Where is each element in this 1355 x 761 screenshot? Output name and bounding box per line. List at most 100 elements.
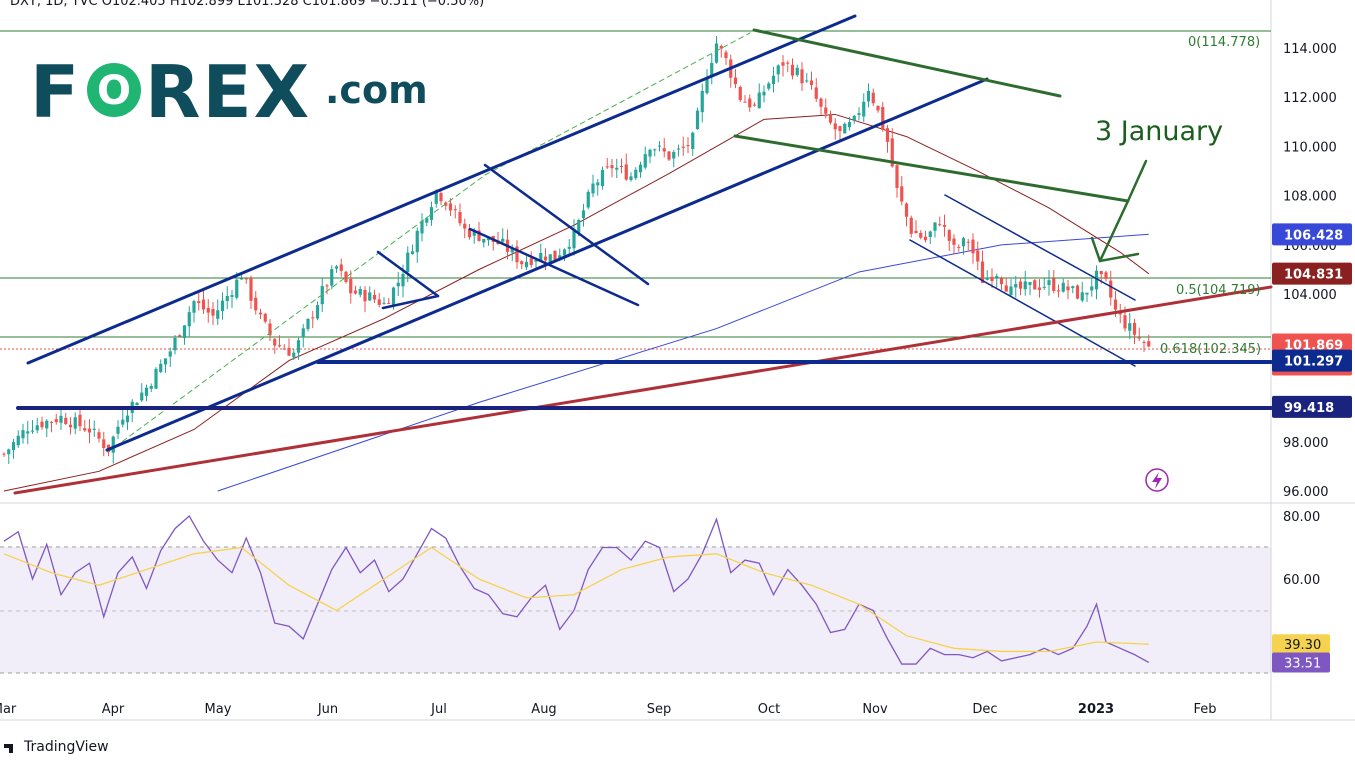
time-tick-label: Jun: [317, 702, 338, 717]
candle: [40, 416, 44, 430]
candle: [738, 85, 742, 102]
candle: [467, 223, 472, 240]
candle: [985, 270, 989, 281]
candle: [135, 401, 139, 406]
candle: [7, 448, 11, 464]
candle: [900, 176, 904, 206]
candle: [1118, 303, 1122, 324]
candle: [263, 312, 267, 324]
candle: [762, 85, 766, 103]
candle: [273, 338, 277, 354]
candle: [1009, 279, 1013, 298]
candle: [97, 428, 101, 443]
candle: [957, 244, 961, 252]
candle: [353, 285, 358, 295]
price-tick-label: 114.000: [1283, 42, 1337, 57]
candle: [211, 301, 215, 325]
candle: [92, 420, 96, 437]
candle: [634, 167, 638, 181]
time-axis[interactable]: Mar Apr May Jun Jul Aug Sep Oct Nov Dec 2023 Feb: [0, 702, 1217, 717]
candle: [520, 260, 524, 270]
candle: [852, 114, 856, 124]
candle: [35, 417, 39, 434]
candle: [828, 110, 833, 125]
candle: [866, 83, 871, 108]
candle: [1023, 270, 1027, 296]
date-annotation[interactable]: 3 January: [1095, 116, 1223, 147]
sma-200-line: [217, 233, 1149, 492]
wedge-lower-line: [733, 134, 1130, 203]
candle: [54, 413, 58, 425]
time-tick-label: 2023: [1078, 702, 1114, 717]
candle: [529, 251, 533, 268]
candle: [187, 306, 191, 337]
candle: [1066, 279, 1070, 300]
candle: [178, 334, 182, 338]
time-tick-label: Feb: [1193, 702, 1216, 717]
candle: [268, 319, 272, 341]
candle: [444, 201, 448, 211]
rsi-tag: 39.30: [1272, 634, 1330, 655]
candle: [928, 230, 932, 244]
candle: [904, 202, 909, 227]
time-tick-label: Nov: [862, 702, 888, 717]
candle: [719, 44, 723, 58]
sma-50-line: [3, 113, 1150, 492]
candle: [843, 122, 847, 134]
candle: [648, 148, 652, 164]
candle: [182, 325, 187, 345]
price-tag-value: 106.428: [1284, 228, 1343, 243]
candle: [149, 383, 153, 393]
wedge-upper-line: [752, 28, 1062, 98]
candle: [524, 256, 529, 270]
candle: [458, 203, 462, 227]
candle: [78, 409, 82, 432]
candle: [306, 318, 310, 332]
candle: [600, 166, 605, 190]
candle: [771, 66, 776, 93]
candle: [909, 215, 913, 238]
candle: [667, 150, 671, 162]
candle: [64, 412, 68, 426]
forex-logo: F O REX .com: [30, 50, 428, 134]
candle: [1094, 265, 1099, 300]
candle: [800, 62, 804, 91]
candle: [657, 141, 662, 152]
rsi-band: [0, 546, 1271, 674]
candle: [624, 153, 628, 181]
time-tick-label: Jul: [430, 702, 447, 717]
price-tick-label: 98.000: [1283, 436, 1329, 451]
price-tick-label: 110.000: [1283, 140, 1337, 155]
trend-drawings[interactable]: [0, 14, 1273, 495]
candle: [790, 58, 795, 80]
triangle-bottom-line: [381, 294, 440, 310]
candle: [396, 272, 400, 297]
candle: [947, 229, 951, 252]
time-tick-label: May: [205, 702, 232, 717]
price-tag: 99.418: [1272, 395, 1352, 418]
candle: [144, 384, 149, 402]
candle: [942, 214, 947, 237]
tradingview-footer[interactable]: TradingView: [4, 737, 109, 757]
dashed-guide-line: [107, 174, 486, 453]
candle: [857, 107, 861, 121]
candle: [914, 220, 918, 234]
candle: [425, 216, 429, 227]
candle: [1047, 269, 1051, 296]
rsi-tick-label: 80.00: [1283, 510, 1320, 525]
candle: [733, 69, 738, 89]
candle: [244, 277, 248, 284]
flag-lower-line: [468, 227, 640, 307]
down-channel-upper: [944, 194, 1136, 301]
rsi-axis[interactable]: 80.00 60.00: [1283, 510, 1320, 588]
candle: [876, 105, 880, 113]
candle: [553, 250, 557, 261]
candle: [1085, 292, 1089, 303]
candle: [1004, 277, 1008, 292]
candle: [729, 54, 733, 88]
candle: [748, 94, 752, 112]
candle: [45, 419, 49, 437]
price-tag: 101.297: [1272, 349, 1352, 372]
candle: [344, 270, 348, 284]
lightning-icon[interactable]: [1145, 468, 1169, 492]
